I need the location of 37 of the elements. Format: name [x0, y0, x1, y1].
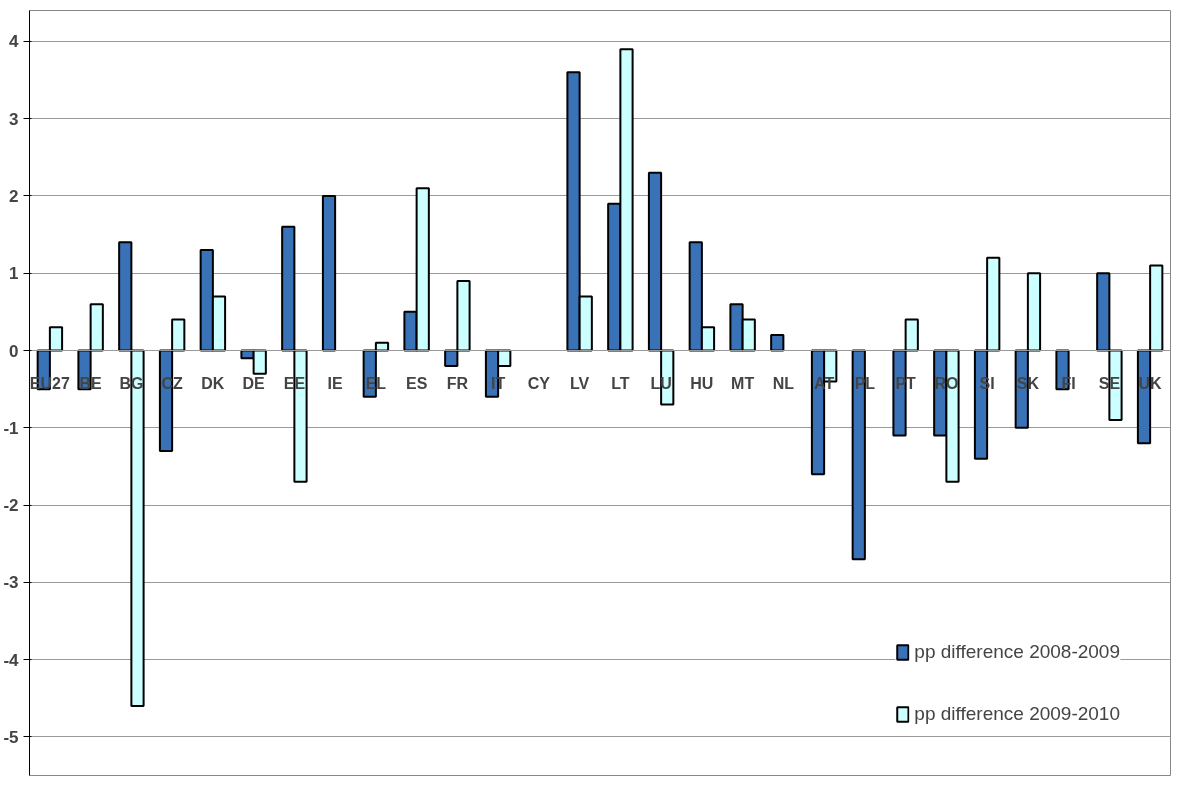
x-tick-label: LV — [570, 374, 590, 392]
y-tick-label: -2 — [3, 496, 19, 516]
y-tick-label: -3 — [3, 573, 19, 593]
x-tick-label: DK — [201, 374, 225, 392]
x-tick-label: IT — [491, 374, 506, 392]
x-tick-label: EL — [365, 374, 387, 392]
y-tick-label: -1 — [3, 418, 19, 438]
bar — [770, 334, 785, 352]
y-tick-label: -4 — [3, 650, 20, 670]
y-tick-label: 2 — [9, 186, 19, 206]
y-tick-label: -5 — [3, 727, 19, 747]
x-tick-label: FI — [1061, 374, 1076, 392]
x-tick-label: LT — [611, 374, 630, 392]
y-tick-label: 0 — [9, 341, 19, 361]
x-tick-label: IE — [327, 374, 344, 392]
x-tick-label: CY — [527, 374, 551, 392]
x-tick-label: RO — [934, 374, 959, 392]
x-tick-label: CZ — [161, 374, 184, 392]
x-tick-label: NL — [772, 374, 795, 392]
x-tick-label: DE — [242, 374, 266, 392]
x-tick-label: AT — [814, 374, 835, 392]
x-tick-label: PL — [854, 374, 876, 392]
y-tick-label: 1 — [9, 264, 19, 284]
x-tick-label: PT — [895, 374, 917, 392]
x-tick-label: BE — [79, 374, 103, 392]
y-tick-label: 4 — [9, 32, 20, 52]
x-tick-label: HU — [690, 374, 714, 392]
x-tick-label: ES — [405, 374, 428, 392]
x-tick-label: SI — [979, 374, 995, 392]
legend-label: pp difference 2008-2009 — [914, 641, 1120, 663]
x-tick-label: MT — [731, 374, 755, 392]
y-tick-label: 3 — [9, 109, 19, 129]
x-tick-label: FR — [446, 374, 469, 392]
x-tick-label: UK — [1138, 374, 1163, 392]
x-tick-label: SK — [1016, 374, 1040, 392]
legend-label: pp difference 2009-2010 — [914, 703, 1120, 725]
bar — [321, 194, 337, 352]
